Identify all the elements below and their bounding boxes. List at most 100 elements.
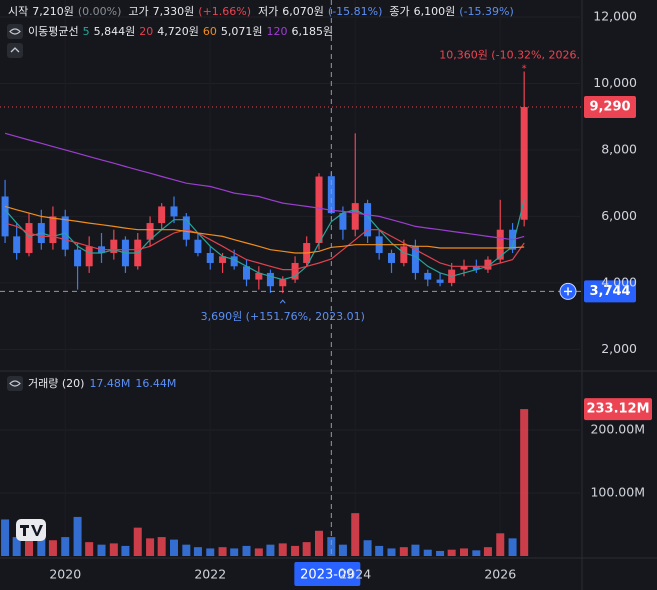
ma-legend-name: 5	[83, 25, 90, 38]
last-price-label: 9,290	[589, 100, 630, 115]
x-tick-label: 2026	[484, 567, 516, 582]
volume-bar	[496, 533, 505, 556]
visibility-toggle[interactable]	[7, 24, 23, 39]
x-tick-label: 2024	[339, 567, 371, 582]
ohlc-change: (-15.81%)	[328, 5, 383, 18]
ma-legend-value: 4,720원	[157, 25, 199, 38]
volume-bar	[230, 548, 239, 556]
y-tick-label: 100.00M	[590, 484, 645, 499]
add-alert-plus	[564, 287, 572, 296]
candle-body	[411, 246, 419, 273]
volume-bar	[85, 542, 94, 556]
volume-legend-value: 16.44M	[135, 377, 176, 390]
crosshair-time-label: 2023-09	[300, 568, 354, 583]
eye-icon	[9, 28, 21, 35]
ohlc-change: (0.00%)	[78, 5, 122, 18]
volume-bar	[157, 537, 166, 556]
volume-bar	[61, 537, 70, 556]
candle-body	[243, 266, 250, 280]
ma-legend-value: 6,185원	[291, 25, 333, 38]
volume-bar	[254, 548, 263, 556]
volume-bar	[37, 538, 46, 556]
candle-body	[266, 272, 274, 287]
volume-bar	[327, 537, 336, 556]
volume-bar	[338, 544, 347, 556]
volume-bar	[25, 533, 33, 556]
volume-bar	[411, 544, 420, 556]
candle-body	[13, 236, 21, 253]
volume-legend-title: 거래량 (20)	[28, 377, 84, 390]
ohlc-header: 시작 7,210원 (0.00%) 고가 7,330원 (+1.66%) 저가 6,070원 (…	[8, 5, 514, 18]
ohlc-value: 6,070원	[282, 5, 324, 18]
candle-body	[460, 266, 468, 270]
y-tick-label: 8,000	[601, 141, 637, 156]
y-tick-label: 200.00M	[590, 421, 645, 436]
candle-body	[110, 239, 118, 253]
candle-body	[400, 246, 408, 263]
volume-bar	[146, 538, 155, 556]
ma-legend-name: 20	[139, 25, 153, 38]
volume-bar	[206, 548, 215, 556]
candle-body	[74, 249, 82, 267]
low-marker	[279, 299, 286, 304]
candle-body	[424, 272, 432, 280]
candle-body	[230, 256, 238, 267]
y-tick-label: 6,000	[601, 208, 637, 223]
volume-bar	[423, 549, 432, 556]
candle-body	[327, 176, 335, 214]
volume-bar	[121, 545, 130, 556]
volume-bar	[73, 516, 82, 556]
crosshair-price-tag	[584, 280, 636, 303]
candle-body	[496, 229, 504, 260]
volume-bar	[266, 544, 275, 556]
candle-body	[291, 262, 299, 280]
volume-bar	[109, 543, 118, 556]
last-volume-label: 233.12M	[586, 402, 649, 417]
visibility-toggle[interactable]	[7, 376, 23, 391]
ohlc-label: 고가	[128, 5, 148, 18]
ma-legend-value: 5,844원	[94, 25, 136, 38]
volume-bar	[460, 548, 468, 556]
collapse-toggle[interactable]	[7, 43, 23, 58]
y-tick-label: 4,000	[601, 274, 637, 289]
volume-bar	[170, 539, 178, 556]
moving-average-line	[4, 205, 525, 254]
last-price-tag	[584, 96, 636, 119]
last-volume-tag	[584, 398, 652, 421]
candle-body	[255, 272, 263, 280]
volume-bar	[218, 547, 227, 556]
add-alert-button[interactable]	[559, 282, 577, 300]
volume-bar	[472, 550, 481, 556]
y-tick-label: 12,000	[593, 8, 637, 23]
moving-average-line	[4, 222, 525, 271]
candle-body	[182, 216, 190, 240]
y-tick-label: 10,000	[593, 75, 637, 90]
x-tick-label: 2020	[49, 567, 81, 582]
volume-legend-icon[interactable]	[7, 376, 23, 391]
volume-bar	[363, 540, 372, 556]
logo-glyph	[20, 525, 43, 536]
volume-bar	[436, 550, 445, 556]
volume-bar	[508, 538, 517, 556]
ohlc-label: 저가	[258, 5, 278, 18]
ohlc-value: 7,210원	[32, 5, 74, 18]
volume-bar	[399, 547, 408, 556]
ohlc-label: 종가	[389, 5, 409, 18]
candle-body	[194, 239, 202, 253]
candle-body	[85, 246, 93, 267]
ohlc-value: 7,330원	[153, 5, 195, 18]
volume-bar	[302, 542, 311, 556]
ma-legend-icons[interactable]	[7, 24, 23, 58]
ohlc-label: 시작	[8, 5, 28, 18]
volume-bar	[242, 545, 251, 556]
y-tick-label: 2,000	[601, 341, 637, 356]
candle-body	[339, 213, 347, 230]
volume-bar	[375, 545, 384, 556]
candle-body	[315, 176, 323, 244]
candle-body	[388, 252, 395, 263]
candle-body	[146, 223, 154, 240]
ohlc-change: (-15.39%)	[459, 5, 514, 18]
